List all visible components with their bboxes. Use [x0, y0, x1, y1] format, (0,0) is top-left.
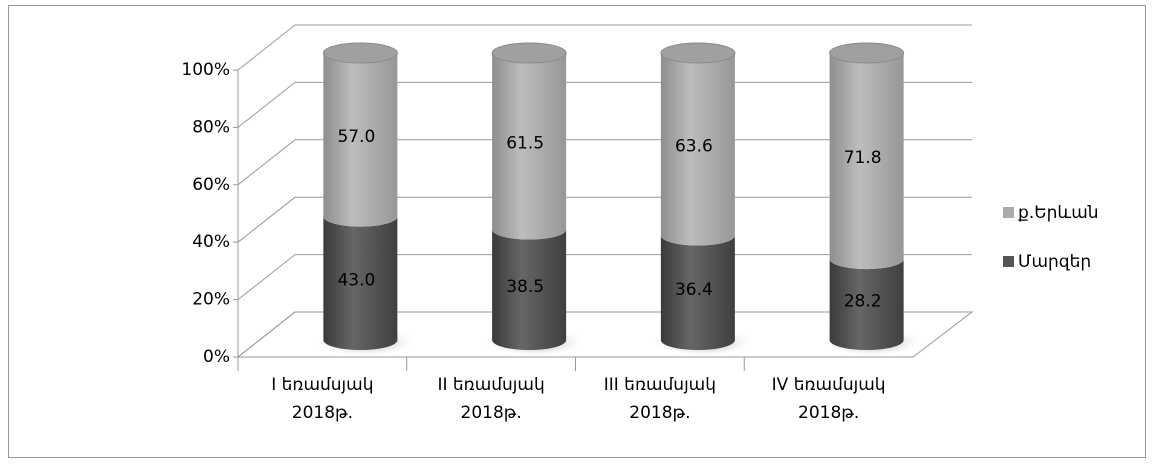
grid-line-side	[237, 196, 296, 243]
grid-line-side	[237, 82, 296, 128]
x-tick-label: 2018թ.	[292, 403, 353, 423]
cylinder-segment	[829, 259, 904, 350]
legend-label: Մարզեր	[1018, 252, 1091, 272]
data-label: 71.8	[844, 148, 882, 168]
y-tick-label: 80%	[192, 117, 230, 137]
cylinder-top	[491, 42, 567, 64]
grid-line-side	[237, 24, 296, 71]
data-label: 28.2	[844, 292, 882, 312]
cylinder-segment	[323, 216, 398, 350]
x-tick-label: III եռամսյակ	[604, 375, 716, 395]
grid-line-side	[237, 139, 296, 186]
cylinder-top	[660, 42, 736, 64]
x-tick-label: 2018թ.	[629, 403, 690, 423]
data-label: 61.5	[506, 133, 544, 153]
grid-line-side	[237, 254, 296, 300]
x-tick-label: 2018թ.	[798, 403, 859, 423]
legend-swatch	[1003, 256, 1014, 267]
y-tick-label: 60%	[192, 175, 230, 195]
cylinder-segment	[492, 229, 567, 350]
data-label: 43.0	[337, 270, 375, 290]
cylinder-top	[322, 42, 398, 64]
cylinder-segment	[660, 53, 735, 246]
data-label: 38.5	[506, 277, 544, 297]
cylinder-segment	[323, 53, 398, 227]
y-tick-label: 20%	[192, 290, 230, 310]
y-tick-label: 100%	[181, 60, 230, 80]
cylinder-top	[829, 42, 905, 64]
y-tick-label: 40%	[192, 232, 230, 252]
x-tick-label: IV եռամսյակ	[772, 375, 886, 395]
data-label: 63.6	[675, 136, 713, 156]
data-label: 57.0	[337, 127, 375, 147]
legend-swatch	[1003, 207, 1014, 218]
cylinder-segment	[829, 53, 904, 270]
x-tick-label: II եռամսյակ	[437, 375, 544, 395]
cylinder-segment	[660, 235, 735, 350]
data-label: 36.4	[675, 280, 713, 300]
cylinder-segment	[492, 53, 567, 240]
x-tick-label: 2018թ.	[461, 403, 522, 423]
chart-border	[8, 5, 1146, 458]
grid-line-side	[237, 311, 296, 358]
x-tick-label: I եռամսյակ	[271, 375, 373, 395]
y-tick-label: 0%	[203, 347, 230, 367]
legend-label: ք.Երևան	[1018, 203, 1099, 223]
